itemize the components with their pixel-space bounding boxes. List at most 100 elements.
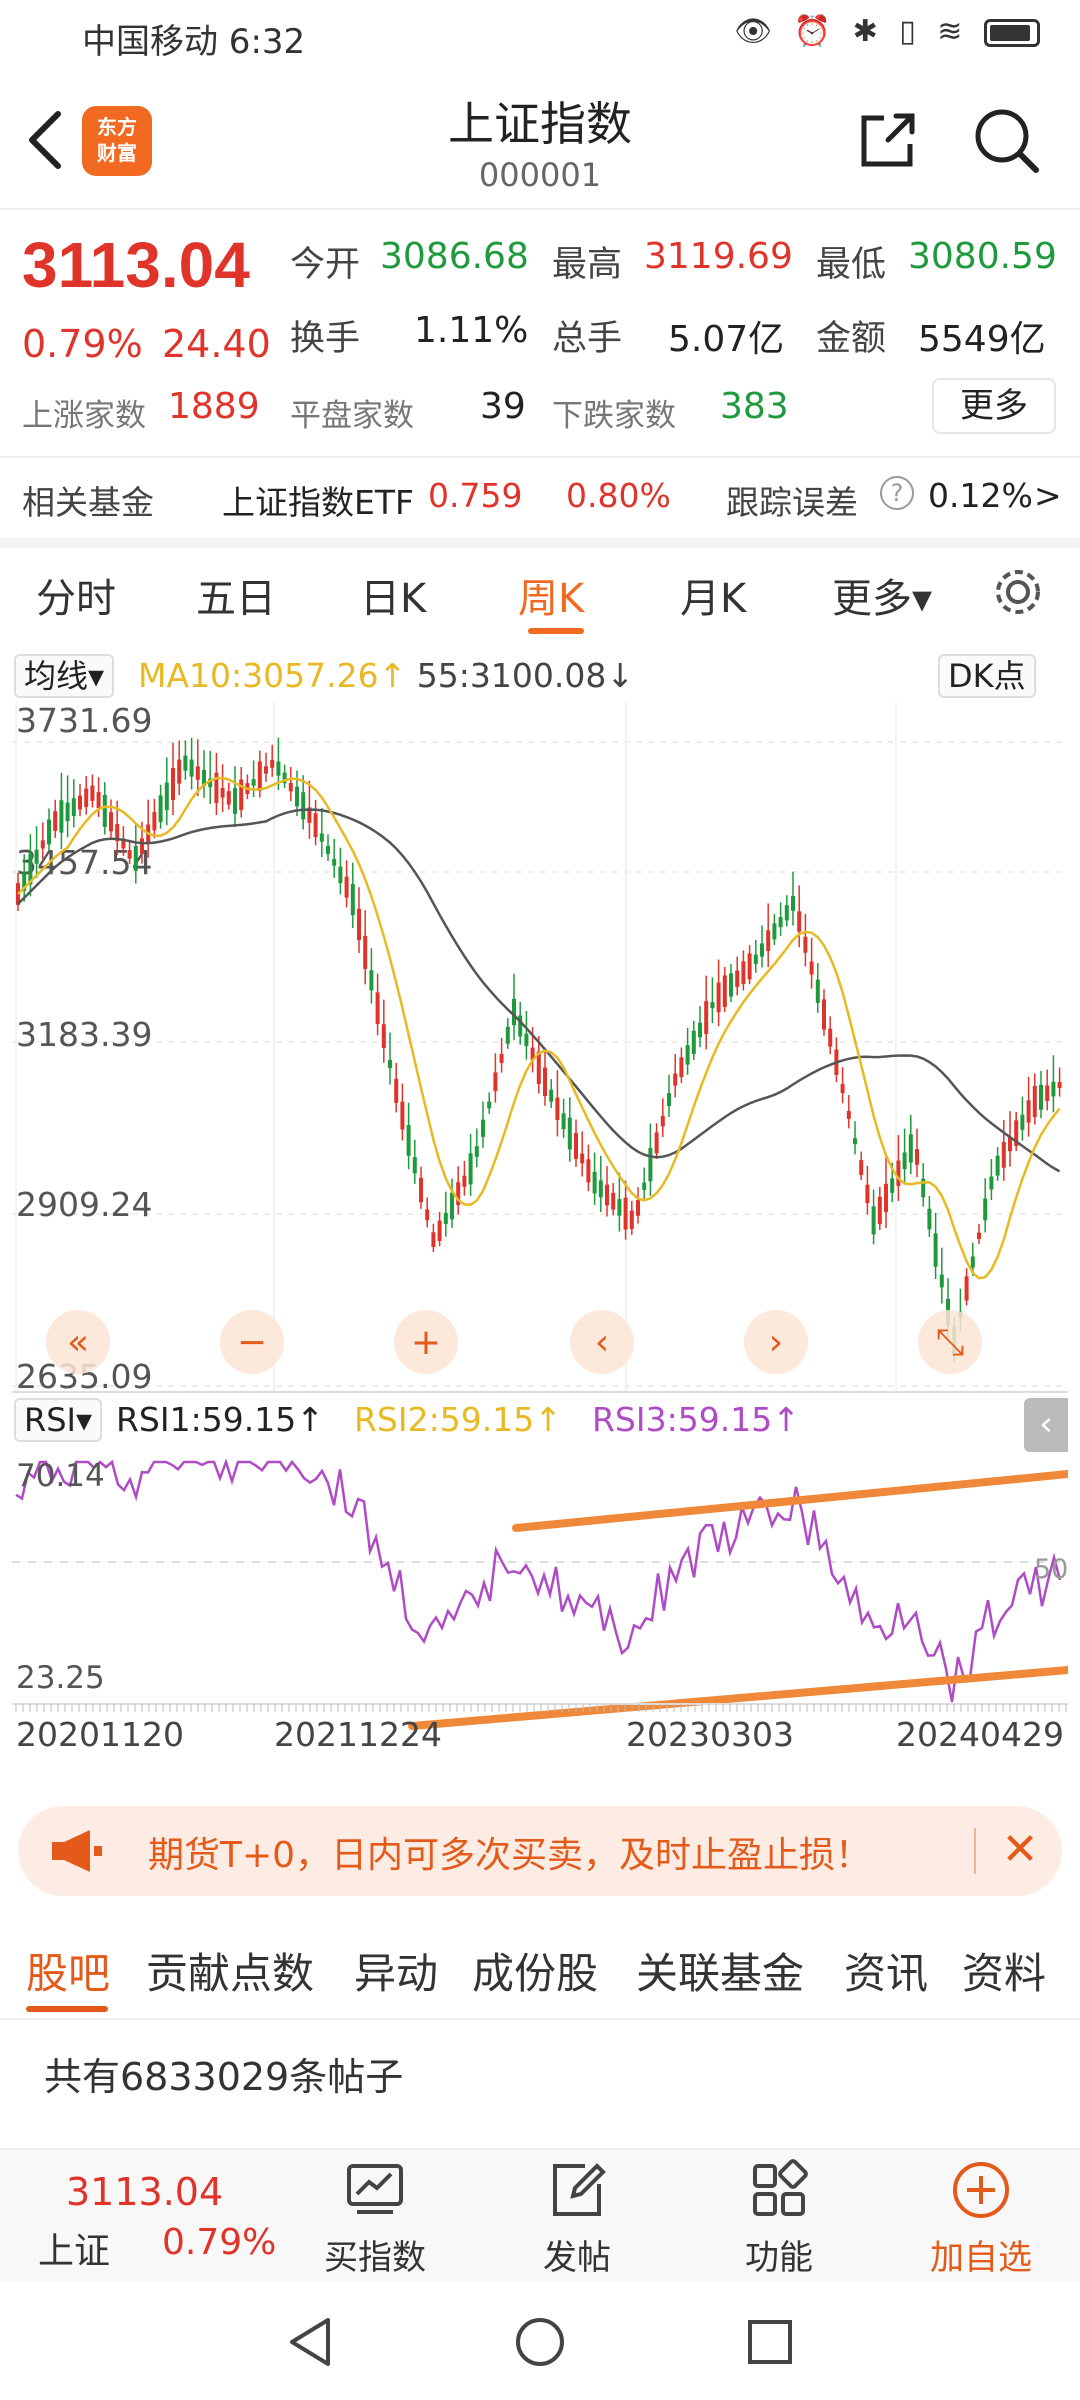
divider [0,456,1080,458]
candle-body [927,1208,932,1230]
candle-body [239,779,244,810]
candle-body [716,982,721,1013]
settings-button[interactable] [990,564,1046,624]
candle-body [133,845,138,871]
tab-more[interactable]: 更多▾ [832,576,933,622]
tab-news[interactable]: 资讯 [844,1949,929,1998]
related-fund-row[interactable]: 相关基金 上证指数ETF 0.759 0.80% 跟踪误差 ? 0.12% > [0,466,1080,528]
chart-trend-icon [347,2164,403,2214]
carrier-time: 中国移动 6:32 [82,22,306,62]
candle-body [208,778,213,788]
back-button[interactable] [20,100,80,180]
candle-body [28,853,33,885]
candle-body [530,1047,535,1061]
date-label: 20240429 [896,1715,1064,1754]
tab-monthly-k[interactable]: 月K [680,576,747,622]
candle-body [592,1171,597,1194]
candle-body [282,772,287,784]
help-icon[interactable]: ? [880,476,914,510]
search-button[interactable] [966,100,1046,180]
close-icon[interactable]: ✕ [1001,1824,1039,1875]
tab-profile[interactable]: 资料 [962,1949,1047,1998]
candle-body [543,1067,547,1096]
candle-body [363,935,368,969]
candle-body [536,1051,541,1085]
nav-back-icon[interactable] [280,2312,340,2372]
control-button-bg [394,1310,458,1374]
functions-button[interactable]: 功能 [704,2158,854,2279]
price-axis-label: 3183.39 [16,1015,152,1054]
candle-body [815,979,820,1003]
candle-body [685,1044,690,1065]
candle-body [822,999,826,1030]
add-watchlist-button[interactable]: 加自选 [906,2158,1056,2279]
control-button-bg [918,1310,982,1374]
candle-body [487,1101,492,1109]
edit-icon [553,2163,606,2216]
candle-body [276,761,281,776]
share-button[interactable] [848,100,928,180]
rsi-axis-bottom: 23.25 [16,1660,105,1696]
ma-selector[interactable]: 均线▾ [14,654,115,698]
rsi-axis-mid: 50 [1034,1554,1068,1585]
current-price: 3113.04 [22,229,250,301]
more-button[interactable]: 更多 [932,378,1056,434]
weekly-k-chart[interactable]: 3731.69 3457.54 3183.39 2909.24 2635.09 … [12,702,1068,1796]
candle-body [939,1274,944,1288]
candle-body [791,896,795,911]
flat-value: 39 [480,386,526,427]
page-title: 上证指数 [448,97,632,151]
candle-body [226,791,231,805]
candle-body [505,1026,510,1044]
candle-body [34,849,39,864]
tab-constituents[interactable]: 成份股 [472,1949,599,1998]
candle-body [989,1176,994,1190]
dk-point-button[interactable]: DK点 [938,654,1036,698]
volume-value: 5.07亿 [668,319,785,360]
candle-body [394,1078,399,1103]
buy-index-button[interactable]: 买指数 [300,2158,450,2279]
control-button-glyph: ‹ [595,1322,609,1363]
low-value: 3080.59 [908,236,1057,277]
tab-contribution[interactable]: 贡献点数 [146,1949,315,1998]
candle-body [908,1134,913,1163]
candle-body [189,759,194,777]
candle-body [859,1160,864,1176]
rsi-selector[interactable]: RSI▾ [14,1398,103,1442]
tab-related-funds[interactable]: 关联基金 [636,1949,805,1998]
candle-body [84,788,89,808]
candle-body [797,911,802,932]
rsi3-value: RSI3:59.15↑ [592,1400,800,1439]
control-button-glyph: ⤡ [936,1322,965,1363]
candle-body [481,1119,485,1137]
promo-banner[interactable]: 期货T+0，日内可多次买卖，及时止盈止损！ ✕ [18,1806,1062,1896]
candle-body [549,1089,554,1102]
candle-body [735,970,740,987]
candle-body [586,1159,591,1183]
candle-body [456,1182,461,1205]
nav-home-icon[interactable] [510,2312,570,2372]
nav-recents-icon[interactable] [740,2312,800,2372]
change-amount: 24.40 [162,322,271,366]
tab-intraday[interactable]: 分时 [36,576,116,622]
candle-body [40,840,45,849]
tab-weekly-k[interactable]: 周K [518,576,585,622]
tab-daily-k[interactable]: 日K [360,576,427,622]
candle-body [747,953,752,980]
candle-body [350,884,355,916]
candle-body [933,1233,938,1267]
candle-body [375,992,380,1025]
tab-forum[interactable]: 股吧 [26,1949,111,1998]
tab-five-day[interactable]: 五日 [196,576,276,622]
candle-body [171,768,175,800]
ma55-value: 55:3100.08↓ [416,656,635,695]
candle-body [96,792,101,808]
index-ticker[interactable]: 3113.04 上证 0.79% [20,2170,276,2272]
candle-body [102,794,107,827]
collapse-panel-button[interactable]: ‹ [1024,1398,1068,1452]
tab-anomaly[interactable]: 异动 [354,1949,439,1998]
candle-body [983,1198,988,1221]
candle-body [319,833,324,842]
post-button[interactable]: 发帖 [502,2158,652,2279]
candle-body [388,1059,392,1069]
